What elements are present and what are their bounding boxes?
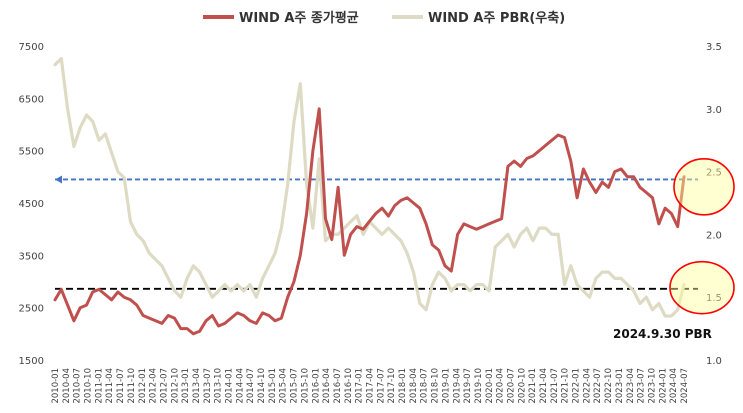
series-line-close <box>53 107 686 336</box>
x-tick-label: 2014-01 <box>225 368 235 404</box>
y-right-tick-label: 3.5 <box>706 42 722 53</box>
x-tick-label: 2017-01 <box>355 368 365 404</box>
legend: WIND A주 종가평균 WIND A주 PBR(우축) <box>203 10 565 26</box>
x-tick-label: 2022-01 <box>572 368 582 404</box>
x-tick-label: 2010-07 <box>73 368 83 404</box>
x-tick-label: 2015-07 <box>290 368 300 404</box>
x-tick-label: 2022-04 <box>582 368 592 404</box>
y-left-tick-label: 4500 <box>19 199 44 210</box>
y-axis-right: 1.0 1.5 2.0 2.5 3.0 3.5 <box>706 42 722 367</box>
x-tick-label: 2019-10 <box>474 368 484 404</box>
x-tick-label: 2020-07 <box>506 368 516 404</box>
x-tick-label: 2010-04 <box>62 368 72 404</box>
x-tick-label: 2011-07 <box>116 368 126 404</box>
x-tick-label: 2016-01 <box>311 368 321 404</box>
x-tick-label: 2013-07 <box>203 368 213 404</box>
y-left-tick-label: 3500 <box>19 251 44 262</box>
x-axis: 2010-01 2010-04 2010-07 2010-10 2011-01 2011-… <box>51 368 690 404</box>
x-tick-label: 2023-01 <box>615 368 625 404</box>
x-tick-label: 2018-10 <box>431 368 441 404</box>
x-tick-label: 2010-01 <box>51 368 61 404</box>
y-right-tick-label: 1.0 <box>706 356 722 367</box>
y-right-tick-label: 1.5 <box>706 293 722 304</box>
y-right-tick-label: 3.0 <box>706 105 722 116</box>
x-tick-label: 2014-07 <box>246 368 256 404</box>
series-line-pbr <box>53 56 686 318</box>
x-tick-label: 2011-01 <box>94 368 104 404</box>
y-left-tick-label: 7500 <box>19 42 44 53</box>
x-tick-label: 2021-04 <box>539 368 549 404</box>
x-tick-label: 2021-01 <box>528 368 538 404</box>
x-tick-label: 2013-10 <box>214 368 224 404</box>
x-tick-label: 2016-07 <box>333 368 343 404</box>
x-tick-label: 2013-04 <box>192 368 202 404</box>
x-tick-label: 2017-10 <box>387 368 397 404</box>
x-tick-label: 2015-10 <box>300 368 310 404</box>
x-tick-label: 2024-04 <box>669 368 679 404</box>
x-tick-label: 2018-04 <box>409 368 419 404</box>
x-tick-label: 2019-07 <box>463 368 473 404</box>
x-tick-label: 2012-10 <box>170 368 180 404</box>
y-right-tick-label: 2.5 <box>706 168 722 179</box>
x-tick-label: 2023-07 <box>637 368 647 404</box>
x-tick-label: 2019-01 <box>441 368 451 404</box>
x-tick-label: 2017-04 <box>366 368 376 404</box>
x-tick-label: 2018-07 <box>420 368 430 404</box>
x-tick-label: 2022-07 <box>593 368 603 404</box>
y-left-tick-label: 5500 <box>19 147 44 158</box>
x-tick-label: 2020-01 <box>485 368 495 404</box>
x-tick-label: 2021-10 <box>561 368 571 404</box>
y-left-tick-label: 1500 <box>19 356 44 367</box>
x-tick-label: 2015-04 <box>279 368 289 404</box>
y-axis-left: 1500 2500 3500 4500 5500 6500 7500 <box>19 42 44 367</box>
x-tick-label: 2016-10 <box>344 368 354 404</box>
x-tick-label: 2014-10 <box>257 368 267 404</box>
highlight-circle-close <box>673 158 735 216</box>
x-tick-label: 2020-04 <box>496 368 506 404</box>
x-tick-label: 2011-10 <box>127 368 137 404</box>
y-left-tick-label: 2500 <box>19 304 44 315</box>
x-tick-label: 2022-10 <box>604 368 614 404</box>
x-tick-label: 2024-07 <box>680 368 690 404</box>
x-tick-label: 2013-01 <box>181 368 191 404</box>
annotation-pbr-date: 2024.9.30 PBR <box>613 327 712 341</box>
x-tick-label: 2023-10 <box>647 368 657 404</box>
x-tick-label: 2020-10 <box>517 368 527 404</box>
x-tick-label: 2012-04 <box>149 368 159 404</box>
x-tick-label: 2021-07 <box>550 368 560 404</box>
highlight-circle-pbr <box>669 260 735 315</box>
x-tick-label: 2012-07 <box>159 368 169 404</box>
x-tick-label: 2017-07 <box>376 368 386 404</box>
x-tick-label: 2016-04 <box>322 368 332 404</box>
x-tick-label: 2014-04 <box>235 368 245 404</box>
y-left-tick-label: 6500 <box>19 94 44 105</box>
x-tick-label: 2010-10 <box>84 368 94 404</box>
x-tick-label: 2011-04 <box>105 368 115 404</box>
reference-lines <box>55 175 698 290</box>
legend-label-close: WIND A주 종가평균 <box>239 10 359 26</box>
x-tick-label: 2012-01 <box>138 368 148 404</box>
x-tick-label: 2018-01 <box>398 368 408 404</box>
x-tick-label: 2015-01 <box>268 368 278 404</box>
x-tick-label: 2023-04 <box>626 368 636 404</box>
legend-label-pbr: WIND A주 PBR(우축) <box>428 10 565 26</box>
x-tick-label: 2019-04 <box>452 368 462 404</box>
x-tick-label: 2024-01 <box>658 368 668 404</box>
reference-arrow-icon <box>55 175 62 184</box>
series-layer <box>53 56 686 336</box>
y-right-tick-label: 2.0 <box>706 230 722 241</box>
highlight-layer <box>669 158 735 315</box>
